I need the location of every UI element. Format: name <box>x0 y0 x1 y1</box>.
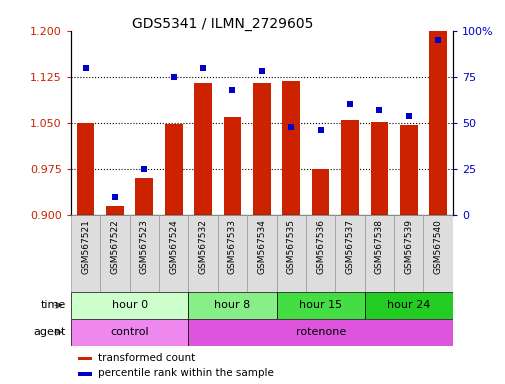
Text: GSM567537: GSM567537 <box>345 219 354 274</box>
Bar <box>135 178 153 215</box>
Text: transformed count: transformed count <box>97 353 194 363</box>
Bar <box>77 123 94 215</box>
Point <box>404 113 412 119</box>
Bar <box>71 319 188 346</box>
Bar <box>217 215 246 292</box>
Text: GSM567521: GSM567521 <box>81 219 90 274</box>
Bar <box>370 122 387 215</box>
Text: GSM567523: GSM567523 <box>139 219 148 274</box>
Bar <box>423 215 452 292</box>
Point <box>198 65 207 71</box>
Text: GSM567524: GSM567524 <box>169 219 178 274</box>
Text: agent: agent <box>33 327 66 337</box>
Bar <box>129 215 159 292</box>
Point <box>111 194 119 200</box>
Bar <box>276 215 306 292</box>
Point <box>81 65 89 71</box>
Text: GSM567538: GSM567538 <box>374 219 383 274</box>
Text: hour 0: hour 0 <box>111 300 147 310</box>
Text: GSM567536: GSM567536 <box>316 219 325 274</box>
Bar <box>246 215 276 292</box>
Bar <box>429 0 446 215</box>
Bar <box>364 292 452 319</box>
Text: time: time <box>40 300 66 310</box>
Text: hour 15: hour 15 <box>298 300 341 310</box>
Bar <box>71 292 188 319</box>
Text: GSM567522: GSM567522 <box>110 219 119 274</box>
Text: GDS5341 / ILMN_2729605: GDS5341 / ILMN_2729605 <box>132 17 313 31</box>
Bar <box>78 357 92 360</box>
Point <box>287 124 295 130</box>
Point <box>228 87 236 93</box>
Point <box>433 37 441 43</box>
Point <box>140 166 148 172</box>
Bar <box>188 215 217 292</box>
Bar <box>159 215 188 292</box>
Point <box>169 74 177 80</box>
Text: GSM567532: GSM567532 <box>198 219 207 274</box>
Bar <box>71 215 100 292</box>
Bar <box>100 215 129 292</box>
Bar <box>223 117 241 215</box>
Text: hour 8: hour 8 <box>214 300 250 310</box>
Text: percentile rank within the sample: percentile rank within the sample <box>97 368 273 378</box>
Text: hour 24: hour 24 <box>386 300 430 310</box>
Bar <box>78 372 92 376</box>
Bar <box>165 124 182 215</box>
Bar <box>252 83 270 215</box>
Bar <box>335 215 364 292</box>
Text: rotenone: rotenone <box>295 327 345 337</box>
Bar <box>306 215 335 292</box>
Text: GSM567535: GSM567535 <box>286 219 295 274</box>
Point <box>316 127 324 133</box>
Bar <box>106 206 124 215</box>
Bar <box>188 319 452 346</box>
Bar <box>393 215 423 292</box>
Point <box>375 107 383 113</box>
Bar <box>340 120 358 215</box>
Text: control: control <box>110 327 148 337</box>
Bar <box>282 81 299 215</box>
Bar <box>364 215 393 292</box>
Bar <box>399 125 417 215</box>
Point <box>258 68 266 74</box>
Text: GSM567534: GSM567534 <box>257 219 266 274</box>
Text: GSM567540: GSM567540 <box>433 219 442 274</box>
Bar <box>276 292 364 319</box>
Bar <box>188 292 276 319</box>
Bar <box>311 169 329 215</box>
Text: GSM567539: GSM567539 <box>403 219 413 274</box>
Text: GSM567533: GSM567533 <box>228 219 236 274</box>
Point <box>345 101 353 108</box>
Bar <box>194 83 212 215</box>
